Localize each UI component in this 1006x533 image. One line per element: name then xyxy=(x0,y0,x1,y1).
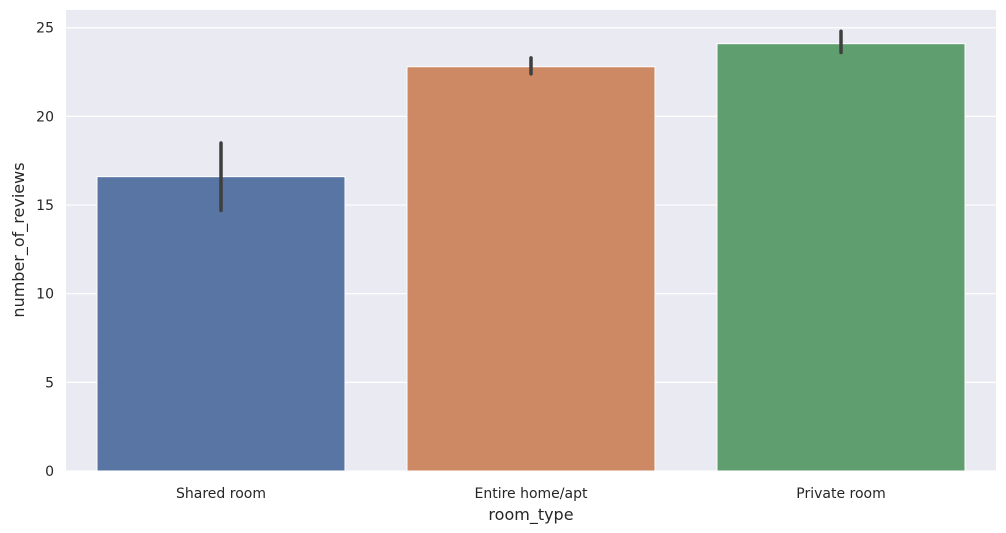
y-tick-labels: 0 5 10 15 20 25 xyxy=(36,21,54,480)
x-axis-label: room_type xyxy=(488,505,573,525)
x-tick-label: Shared room xyxy=(176,486,266,502)
error-bars xyxy=(219,29,843,213)
bar xyxy=(96,176,346,472)
y-tick-label: 0 xyxy=(45,464,54,480)
y-tick-label: 5 xyxy=(45,375,54,391)
x-tick-label: Private room xyxy=(796,486,885,502)
bar xyxy=(406,66,656,472)
bar xyxy=(716,43,966,472)
x-tick-label: Entire home/apt xyxy=(475,486,588,502)
y-tick-label: 10 xyxy=(36,287,54,303)
x-tick-labels: Shared room Entire home/apt Private room xyxy=(176,486,886,502)
y-tick-label: 15 xyxy=(36,198,54,214)
bars xyxy=(96,43,966,472)
y-axis-label: number_of_reviews xyxy=(9,162,29,317)
y-tick-label: 25 xyxy=(36,21,54,37)
y-tick-label: 20 xyxy=(36,109,54,125)
